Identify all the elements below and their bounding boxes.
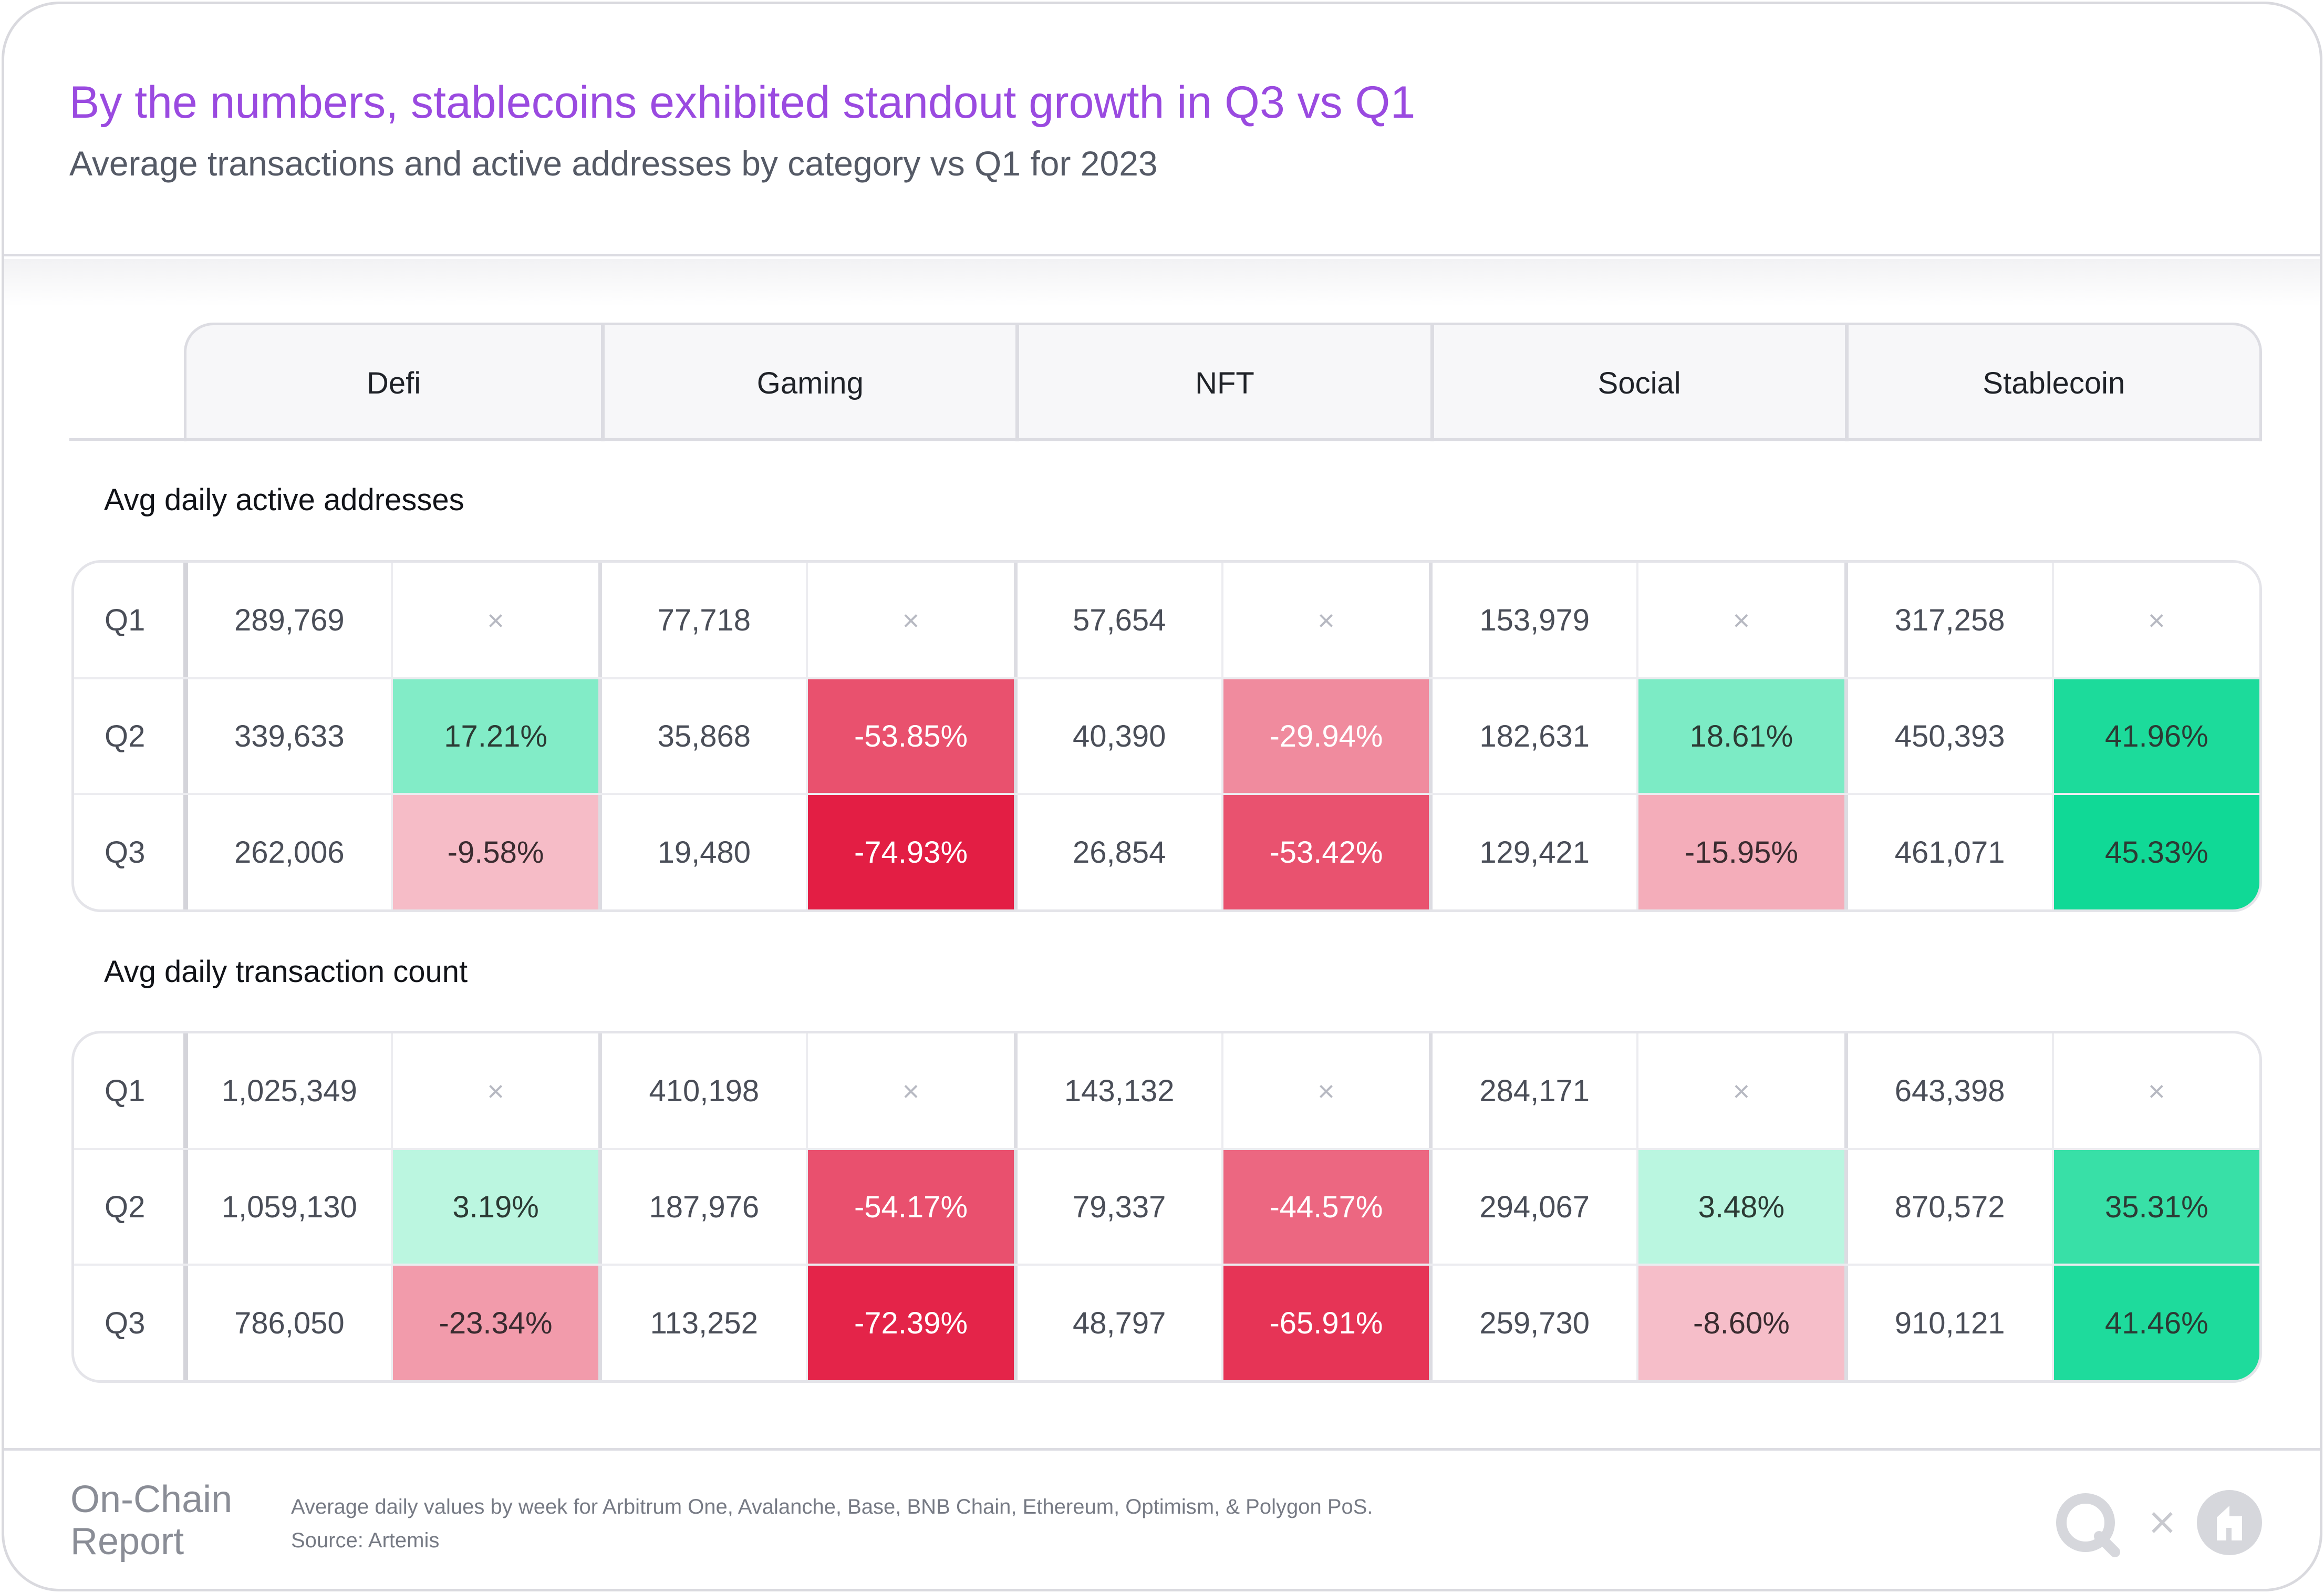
- value-cell-stablecoin: 450,393: [1844, 679, 2052, 793]
- no-change-marker: ×: [1636, 1033, 1844, 1148]
- value-cell-stablecoin: 461,071: [1844, 795, 2052, 909]
- category-header-social: Social: [1430, 325, 1845, 441]
- no-change-marker: ×: [1221, 1033, 1429, 1148]
- no-change-marker: ×: [1221, 563, 1429, 677]
- partner-logos: ×: [2056, 1490, 2262, 1557]
- category-header-stablecoin: Stablecoin: [1844, 325, 2259, 441]
- change-cell-defi: -9.58%: [390, 795, 599, 909]
- value-cell-gaming: 35,868: [598, 679, 806, 793]
- change-cell-gaming: -54.17%: [806, 1150, 1014, 1264]
- change-cell-nft: -29.94%: [1221, 679, 1429, 793]
- no-change-marker: ×: [806, 1033, 1014, 1148]
- value-cell-defi: 262,006: [183, 795, 391, 909]
- value-cell-stablecoin: 317,258: [1844, 563, 2052, 677]
- header-shadow: [4, 259, 2320, 306]
- value-cell-gaming: 19,480: [598, 795, 806, 909]
- source-note: Source: Artemis: [291, 1529, 440, 1552]
- quarter-label: Q2: [105, 1189, 146, 1224]
- value-cell-social: 129,421: [1429, 795, 1636, 909]
- change-cell-social: -8.60%: [1636, 1266, 1844, 1380]
- change-cell-nft: -53.42%: [1221, 795, 1429, 909]
- quarter-label: Q2: [105, 719, 146, 753]
- table-row-q2: Q2 339,633 17.21% 35,868 -53.85% 40,390 -29.94…: [74, 677, 2259, 793]
- section-label-active-addresses: Avg daily active addresses: [104, 483, 464, 517]
- value-cell-social: 294,067: [1429, 1150, 1636, 1264]
- change-cell-social: 18.61%: [1636, 679, 1844, 793]
- value-cell-stablecoin: 910,121: [1844, 1266, 2052, 1380]
- change-cell-gaming: -74.93%: [806, 795, 1014, 909]
- no-change-marker: ×: [1636, 563, 1844, 677]
- header: By the numbers, stablecoins exhibited st…: [4, 4, 2320, 256]
- section-label-transaction-count: Avg daily transaction count: [104, 955, 468, 989]
- change-cell-defi: 3.19%: [390, 1150, 599, 1264]
- value-cell-nft: 26,854: [1013, 795, 1221, 909]
- value-cell-social: 182,631: [1429, 679, 1636, 793]
- change-cell-social: 3.48%: [1636, 1150, 1844, 1264]
- quarter-label: Q3: [105, 1306, 146, 1340]
- value-cell-nft: 143,132: [1013, 1033, 1221, 1148]
- quarter-label: Q1: [105, 1073, 146, 1108]
- category-header-gaming: Gaming: [601, 325, 1015, 441]
- chart-subtitle: Average transactions and active addresse…: [69, 144, 1158, 183]
- value-cell-gaming: 187,976: [598, 1150, 806, 1264]
- value-cell-defi: 1,025,349: [183, 1033, 391, 1148]
- quarter-label: Q1: [105, 603, 146, 637]
- brand-wordmark: On-Chain Report: [70, 1478, 233, 1563]
- value-cell-defi: 289,769: [183, 563, 391, 677]
- no-change-marker: ×: [806, 563, 1014, 677]
- footer-divider: [4, 1448, 2320, 1451]
- no-change-marker: ×: [2051, 563, 2259, 677]
- change-cell-gaming: -72.39%: [806, 1266, 1014, 1380]
- change-cell-stablecoin: 35.31%: [2051, 1150, 2259, 1264]
- table-row-q1: Q1 289,769 × 77,718 × 57,654 × 153,979 × 317,258 ×: [74, 563, 2259, 677]
- category-header-nft: NFT: [1015, 325, 1430, 441]
- quicknode-logo-icon: [2056, 1493, 2120, 1557]
- category-header-defi: Defi: [367, 366, 421, 400]
- change-cell-social: -15.95%: [1636, 795, 1844, 909]
- table-row-q1: Q1 1,025,349 × 410,198 × 143,132 × 284,171 × 643,…: [74, 1033, 2259, 1148]
- change-cell-nft: -44.57%: [1221, 1150, 1429, 1264]
- header-divider: [69, 438, 2262, 441]
- footnote: Average daily values by week for Arbitru…: [291, 1495, 1373, 1518]
- artemis-logo-icon: [2197, 1490, 2262, 1555]
- no-change-marker: ×: [2051, 1033, 2259, 1148]
- value-cell-nft: 79,337: [1013, 1150, 1221, 1264]
- change-cell-nft: -65.91%: [1221, 1266, 1429, 1380]
- change-cell-gaming: -53.85%: [806, 679, 1014, 793]
- chart-title: By the numbers, stablecoins exhibited st…: [69, 77, 1416, 128]
- table-row-q3: Q3 786,050 -23.34% 113,252 -72.39% 48,797 -65.…: [74, 1264, 2259, 1380]
- quarter-label: Q3: [105, 835, 146, 870]
- value-cell-nft: 40,390: [1013, 679, 1221, 793]
- value-cell-gaming: 113,252: [598, 1266, 806, 1380]
- value-cell-social: 259,730: [1429, 1266, 1636, 1380]
- table-row-q2: Q2 1,059,130 3.19% 187,976 -54.17% 79,337 -44.…: [74, 1148, 2259, 1264]
- value-cell-social: 153,979: [1429, 563, 1636, 677]
- value-cell-gaming: 77,718: [598, 563, 806, 677]
- transaction-count-table: Q1 1,025,349 × 410,198 × 143,132 × 284,171 × 643,…: [71, 1031, 2262, 1383]
- value-cell-defi: 786,050: [183, 1266, 391, 1380]
- times-separator: ×: [2147, 1500, 2178, 1543]
- value-cell-defi: 1,059,130: [183, 1150, 391, 1264]
- change-cell-defi: 17.21%: [390, 679, 599, 793]
- value-cell-nft: 57,654: [1013, 563, 1221, 677]
- no-change-marker: ×: [390, 563, 599, 677]
- change-cell-defi: -23.34%: [390, 1266, 599, 1380]
- table-row-q3: Q3 262,006 -9.58% 19,480 -74.93% 26,854 -53.42…: [74, 793, 2259, 909]
- value-cell-stablecoin: 643,398: [1844, 1033, 2052, 1148]
- value-cell-nft: 48,797: [1013, 1266, 1221, 1380]
- change-cell-stablecoin: 45.33%: [2051, 795, 2259, 909]
- value-cell-gaming: 410,198: [598, 1033, 806, 1148]
- change-cell-stablecoin: 41.46%: [2051, 1266, 2259, 1380]
- value-cell-defi: 339,633: [183, 679, 391, 793]
- no-change-marker: ×: [390, 1033, 599, 1148]
- category-header-row: Defi Gaming NFT Social Stablecoin: [184, 323, 2262, 441]
- change-cell-stablecoin: 41.96%: [2051, 679, 2259, 793]
- active-addresses-table: Q1 289,769 × 77,718 × 57,654 × 153,979 × 317,258 ×…: [71, 560, 2262, 912]
- value-cell-social: 284,171: [1429, 1033, 1636, 1148]
- value-cell-stablecoin: 870,572: [1844, 1150, 2052, 1264]
